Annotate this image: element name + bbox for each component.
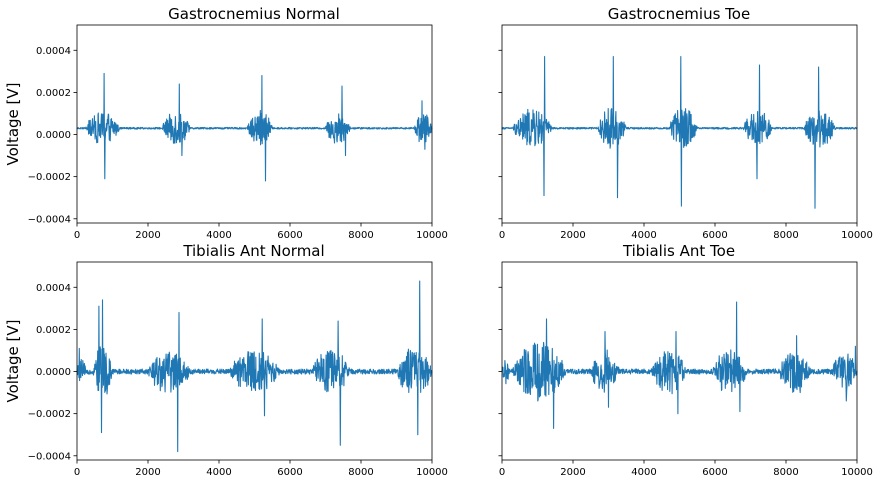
- y-tick-label: 0.0000: [36, 130, 71, 141]
- x-tick-label: 10000: [416, 467, 448, 478]
- signal-line: [501, 56, 858, 209]
- x-tick-label: 6000: [277, 230, 302, 241]
- plot-area: [501, 56, 858, 209]
- x-tick-label: 0: [74, 467, 80, 478]
- x-tick-label: 4000: [631, 230, 656, 241]
- panel-gastrocnemius-toe: Gastrocnemius Toe 0 2000 4000 6000 8000 10000: [498, 5, 873, 241]
- y-tick-label: 0.0000: [36, 367, 71, 378]
- y-axis: [498, 286, 502, 457]
- x-tick-label: 6000: [702, 230, 727, 241]
- y-axis-label: Voltage [V]: [4, 320, 22, 403]
- signal-line: [76, 280, 433, 453]
- chart-title: Gastrocnemius Toe: [608, 5, 750, 23]
- x-axis: 0 2000 4000 6000 8000 10000: [74, 460, 448, 478]
- signal-line: [501, 301, 858, 429]
- x-tick-label: 2000: [560, 230, 585, 241]
- x-axis: 0 2000 4000 6000 8000 10000: [74, 223, 448, 241]
- y-axis-label: Voltage [V]: [4, 83, 22, 166]
- y-tick-label: 0.0002: [36, 325, 71, 336]
- y-axis: 0.0004 0.0002 0.0000 −0.0002 −0.0004: [28, 283, 77, 462]
- chart-title: Gastrocnemius Normal: [168, 5, 340, 23]
- x-tick-label: 2000: [135, 467, 160, 478]
- x-tick-label: 0: [74, 230, 80, 241]
- x-axis: 0 2000 4000 6000 8000 10000: [499, 223, 873, 241]
- x-axis: 0 2000 4000 6000 8000 10000: [499, 460, 873, 478]
- axes-frame: [501, 24, 858, 224]
- x-tick-label: 2000: [560, 467, 585, 478]
- axes-frame: [501, 261, 858, 461]
- y-axis: [498, 49, 502, 220]
- x-tick-label: 10000: [416, 230, 448, 241]
- y-tick-label: 0.0004: [36, 283, 71, 294]
- y-tick-label: −0.0004: [28, 451, 71, 462]
- x-tick-label: 4000: [631, 467, 656, 478]
- plot-area: [501, 301, 858, 429]
- y-axis: 0.0004 0.0002 0.0000 −0.0002 −0.0004: [28, 46, 77, 225]
- panel-tibialis-ant-toe: Tibialis Ant Toe 0 2000 4000 6000 8000 10000: [498, 242, 873, 478]
- x-tick-label: 2000: [135, 230, 160, 241]
- x-tick-label: 8000: [348, 467, 373, 478]
- x-tick-label: 10000: [841, 467, 873, 478]
- x-tick-label: 4000: [206, 467, 231, 478]
- x-tick-label: 10000: [841, 230, 873, 241]
- chart-title: Tibialis Ant Toe: [622, 242, 735, 260]
- panel-tibialis-ant-normal: Tibialis Ant Normal Voltage [V] 0 2000 400…: [4, 242, 448, 478]
- x-tick-label: 6000: [702, 467, 727, 478]
- axes-frame: [76, 24, 433, 224]
- y-tick-label: 0.0002: [36, 88, 71, 99]
- panel-gastrocnemius-normal: Gastrocnemius Normal Voltage [V] 0 2000 40…: [4, 5, 448, 241]
- x-tick-label: 0: [499, 230, 505, 241]
- y-tick-label: −0.0002: [28, 172, 71, 183]
- axes-frame: [76, 261, 433, 461]
- signal-line: [76, 72, 433, 182]
- y-tick-label: −0.0004: [28, 214, 71, 225]
- plot-area: [76, 280, 433, 453]
- chart-title: Tibialis Ant Normal: [182, 242, 324, 260]
- x-tick-label: 4000: [206, 230, 231, 241]
- x-tick-label: 0: [499, 467, 505, 478]
- y-tick-label: −0.0002: [28, 409, 71, 420]
- x-tick-label: 8000: [773, 230, 798, 241]
- plot-area: [76, 72, 433, 182]
- x-tick-label: 8000: [773, 467, 798, 478]
- x-tick-label: 8000: [348, 230, 373, 241]
- x-tick-label: 6000: [277, 467, 302, 478]
- y-tick-label: 0.0004: [36, 46, 71, 57]
